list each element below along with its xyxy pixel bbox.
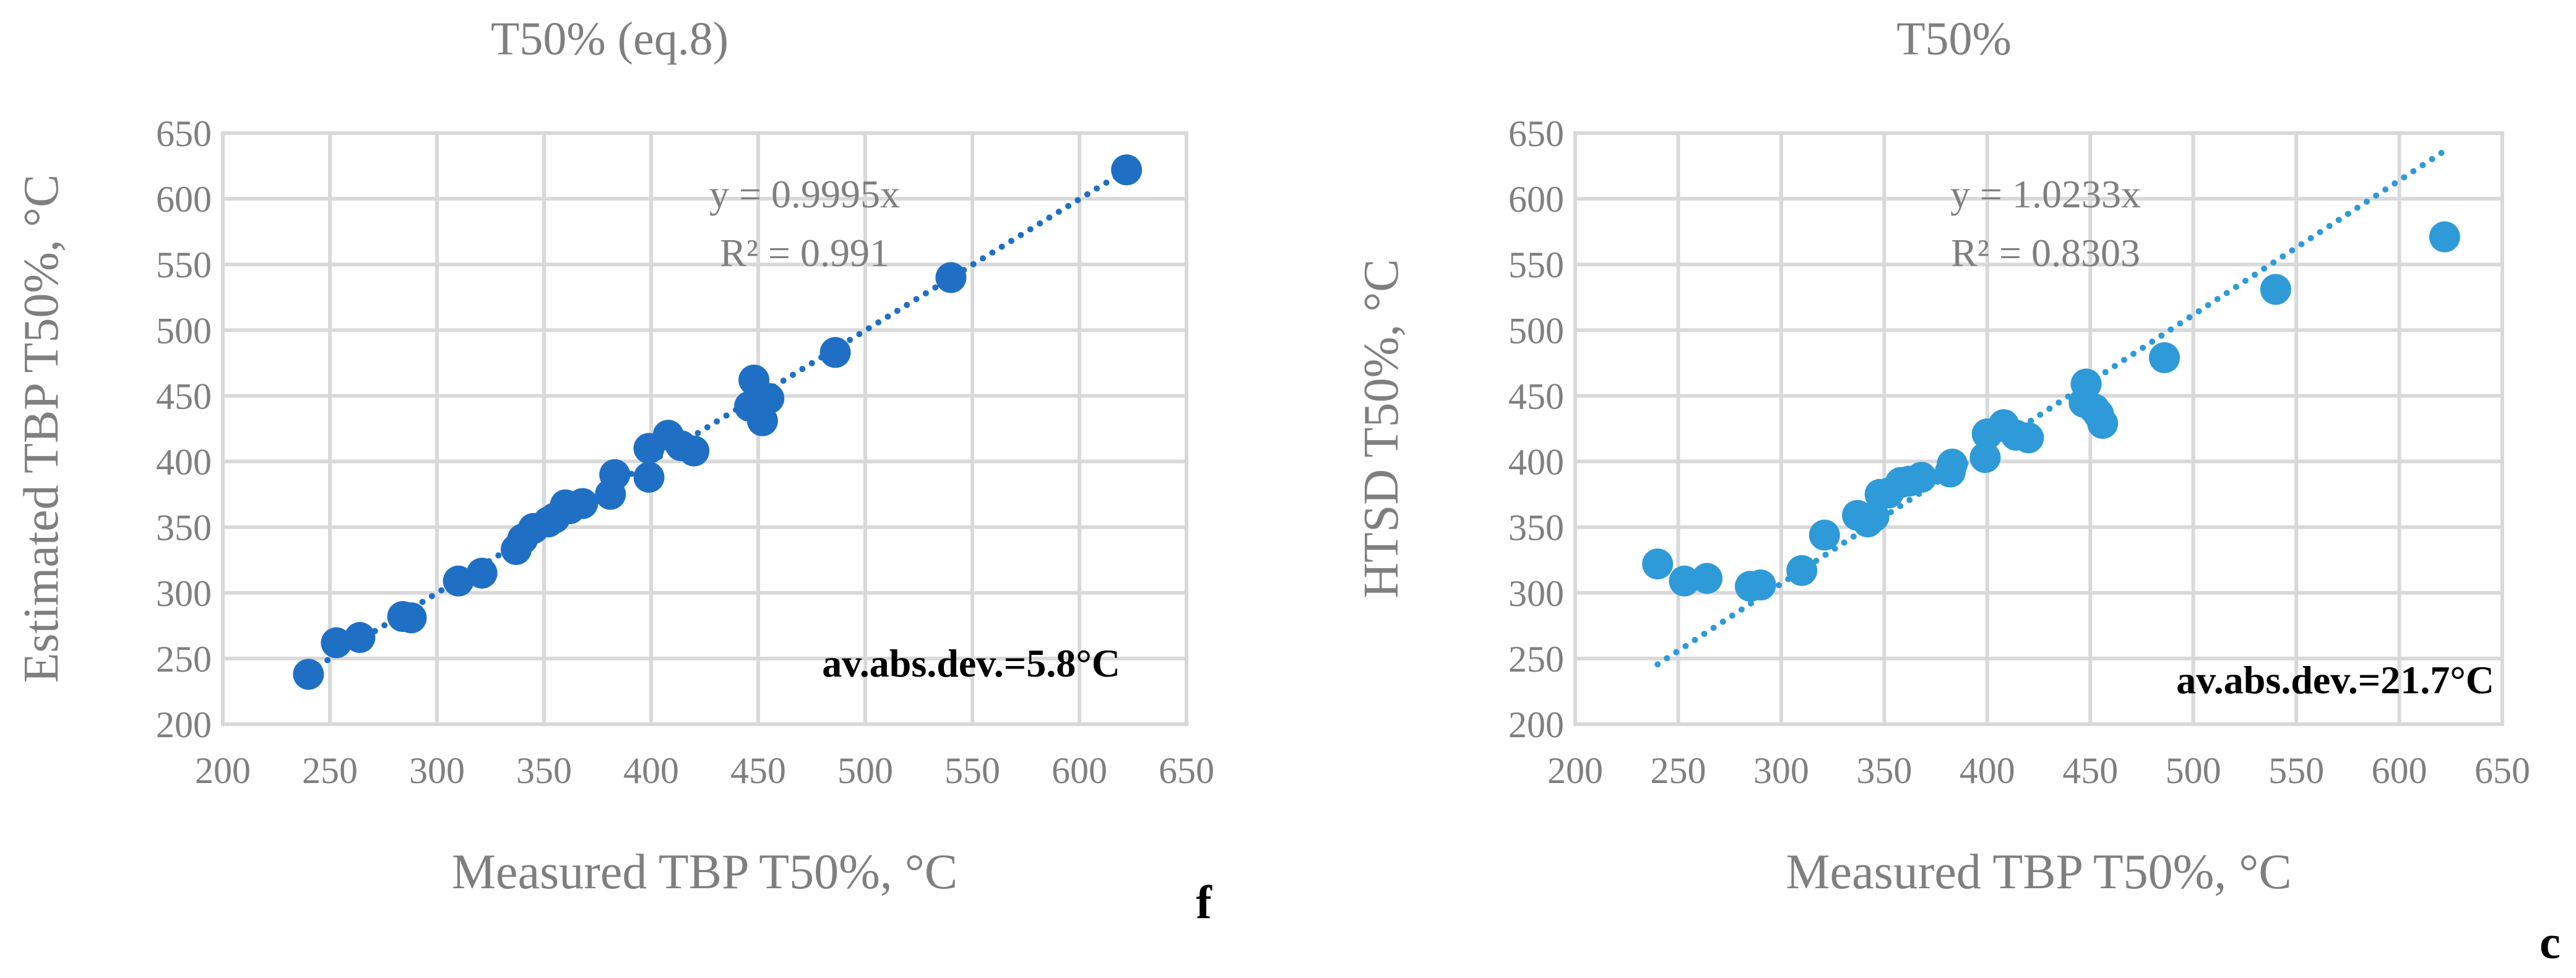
y-tick-label: 250	[156, 639, 212, 680]
y-tick-label: 350	[156, 508, 212, 548]
data-point	[2260, 274, 2291, 305]
x-tick-label: 550	[944, 750, 1000, 791]
data-point	[2013, 422, 2044, 454]
data-point	[2087, 408, 2119, 439]
x-tick-label: 550	[2268, 750, 2324, 791]
chart-panel-2: 200 250 300 350 400 450 500 550 600 650 200 250 300 3…	[1354, 13, 2561, 969]
data-point	[2070, 368, 2102, 400]
y-tick-label: 200	[156, 704, 212, 745]
deviation-annotation: av.abs.dev.=5.8°C	[822, 641, 1120, 685]
y-tick-label: 350	[1508, 508, 1564, 548]
y-tick-label: 600	[156, 179, 212, 220]
data-point	[1642, 548, 1674, 580]
trendline	[305, 167, 1130, 675]
y-tick-label: 600	[1508, 179, 1564, 220]
r-squared: R² = 0.991	[720, 231, 889, 275]
panel-label: c	[2539, 917, 2561, 969]
x-tick-label: 350	[516, 750, 572, 791]
chart-title: T50%	[1896, 13, 2012, 65]
trend-equation: y = 0.9995x	[709, 172, 900, 216]
x-tick-label: 500	[2166, 750, 2221, 791]
x-tick-label: 400	[623, 750, 679, 791]
data-point	[1906, 462, 1937, 493]
x-tick-label: 450	[730, 750, 786, 791]
data-point	[321, 627, 352, 659]
y-tick-label: 450	[1508, 376, 1564, 417]
data-point	[443, 565, 474, 597]
data-point	[293, 659, 324, 690]
y-tick-label: 450	[156, 376, 212, 417]
x-tick-label: 200	[1547, 750, 1603, 791]
x-tick-label: 400	[1960, 750, 2015, 791]
trend-equation: y = 1.0233x	[1950, 172, 2141, 216]
y-tick-label: 650	[156, 113, 212, 154]
data-point	[633, 462, 665, 493]
plot-frame	[1573, 131, 2504, 726]
y-tick-label: 650	[1508, 113, 1564, 154]
y-tick-label: 200	[1508, 704, 1564, 745]
data-point	[2149, 342, 2181, 373]
x-axis-title: Measured TBP T50%, °C	[452, 845, 957, 899]
data-point	[1969, 442, 2001, 474]
x-tick-label: 250	[302, 750, 358, 791]
x-tick-label: 650	[1159, 750, 1214, 791]
x-tick-label: 200	[195, 750, 251, 791]
data-point	[1669, 565, 1700, 597]
x-tick-label: 600	[2372, 750, 2427, 791]
y-tick-label: 400	[156, 442, 212, 483]
y-axis-title: Estimated TBP T50%, °C	[14, 175, 69, 683]
y-tick-label: 300	[1508, 573, 1564, 614]
y-tick-label: 550	[1508, 244, 1564, 285]
data-point	[395, 602, 427, 634]
x-tick-label: 600	[1052, 750, 1107, 791]
data-point	[1809, 519, 1840, 551]
data-point	[1745, 569, 1776, 601]
y-tick-label: 500	[1508, 310, 1564, 351]
x-tick-label: 650	[2474, 750, 2530, 791]
x-tick-label: 300	[1753, 750, 1809, 791]
data-point	[1111, 154, 1143, 186]
x-tick-label: 500	[837, 750, 893, 791]
data-point	[466, 557, 498, 589]
chart-title: T50% (eq.8)	[491, 13, 728, 65]
y-tick-label: 500	[156, 310, 212, 351]
data-point	[567, 488, 599, 519]
x-tick-label: 300	[409, 750, 465, 791]
chart-panel-1: 200 250 300 350 400 450 500 550 600 650 200 250 300 3…	[14, 13, 1214, 928]
panel-label: f	[1196, 876, 1212, 928]
data-point	[753, 383, 785, 414]
data-point	[678, 435, 710, 467]
x-tick-label: 450	[2062, 750, 2118, 791]
y-tick-label: 250	[1508, 639, 1564, 680]
data-point	[344, 621, 376, 653]
data-point	[935, 262, 967, 293]
x-tick-label: 350	[1856, 750, 1912, 791]
data-point	[819, 337, 851, 368]
deviation-annotation: av.abs.dev.=21.7°C	[2176, 658, 2494, 702]
data-point	[599, 459, 631, 490]
x-tick-label: 250	[1650, 750, 1706, 791]
y-tick-label: 550	[156, 244, 212, 285]
y-tick-label: 400	[1508, 442, 1564, 483]
y-tick-label: 300	[156, 573, 212, 614]
data-point	[1937, 448, 1968, 480]
plot-frame	[221, 131, 1188, 726]
data-point	[2429, 221, 2460, 253]
r-squared: R² = 0.8303	[1951, 231, 2140, 275]
data-point	[1786, 555, 1818, 586]
y-axis-title: HTSD T50%, °C	[1354, 259, 1409, 598]
x-axis-title: Measured TBP T50%, °C	[1786, 845, 2291, 899]
data-point	[1692, 563, 1723, 594]
